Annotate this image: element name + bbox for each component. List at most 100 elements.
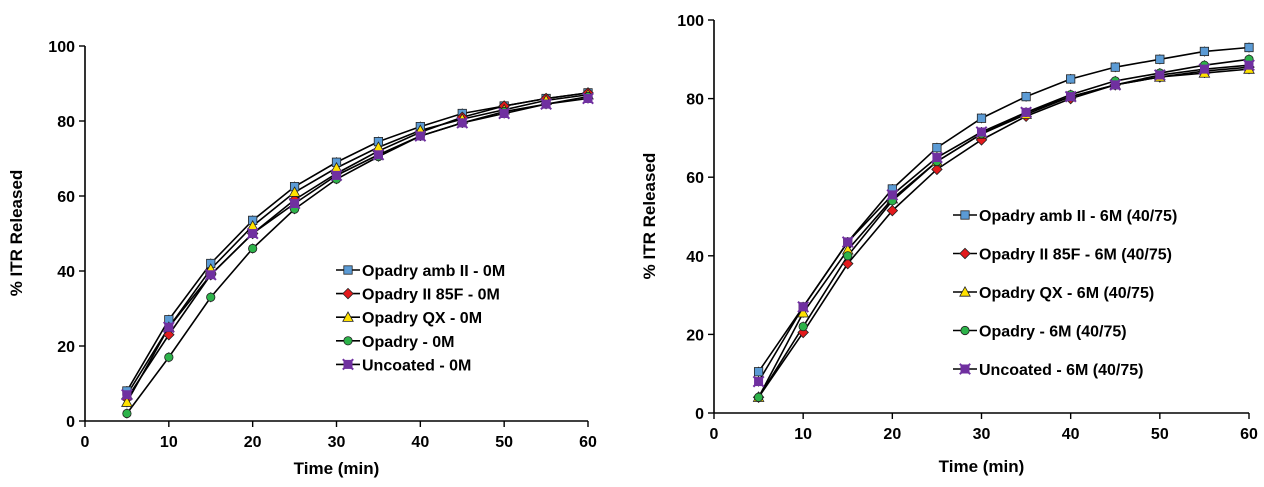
data-point — [206, 292, 216, 302]
legend-label: Uncoated - 0M — [362, 357, 471, 374]
data-point — [841, 236, 854, 248]
y-tick-label: 20 — [57, 339, 75, 356]
legend-item-5: Uncoated - 0M — [336, 357, 471, 374]
legend-marker — [959, 247, 971, 260]
data-point-x2 — [498, 107, 511, 120]
data-point-x2 — [1109, 78, 1122, 91]
series-markers-3 — [752, 63, 1255, 402]
series-markers-2 — [121, 87, 594, 405]
x-tick-label: 40 — [1062, 426, 1080, 443]
data-point — [1198, 63, 1211, 76]
data-point-x2 — [330, 169, 343, 182]
legend-item-1: Opadry amb II - 0M — [336, 263, 505, 280]
data-point-x2 — [372, 148, 385, 161]
data-point-x2 — [975, 126, 988, 138]
x-tick-label: 30 — [328, 434, 346, 451]
chart-panel-1: 0 20 40 60 80 100 0 10 20 30 40 50 60 Time (min) % ITR… — [7, 39, 597, 478]
series-markers-4 — [122, 92, 593, 419]
legend-label: Opadry amb II - 6M (40/75) — [979, 208, 1177, 225]
legend-item-5: Uncoated - 6M (40/75) — [953, 362, 1143, 379]
data-point — [121, 396, 133, 407]
x-tick-label: 0 — [710, 426, 719, 443]
legend: Opadry amb II - 6M (40/75) Opadry II 85F … — [953, 208, 1177, 379]
series-line-1 — [126, 92, 589, 392]
legend-label: Opadry QX - 6M (40/75) — [979, 285, 1154, 302]
x-tick-label: 10 — [160, 434, 178, 451]
data-point-x2 — [841, 236, 854, 248]
data-point — [975, 126, 988, 138]
series-line-3 — [757, 68, 1250, 398]
x-tick-label: 40 — [411, 434, 429, 451]
data-point-x2 — [752, 375, 765, 388]
data-point — [582, 92, 594, 105]
y-tick-label: 60 — [686, 170, 704, 187]
legend-marker — [960, 325, 970, 336]
legend-marker — [343, 336, 353, 346]
y-tick-label: 100 — [48, 39, 75, 56]
data-point — [1064, 90, 1077, 103]
data-point-x2 — [246, 227, 259, 240]
series-markers-1 — [122, 88, 593, 396]
legend-marker — [959, 363, 971, 375]
series-markers-5 — [121, 92, 594, 401]
data-point-x2 — [1064, 90, 1077, 103]
data-point — [976, 113, 987, 123]
data-point-x2 — [1153, 69, 1166, 81]
data-point — [841, 257, 854, 270]
data-point — [932, 143, 942, 153]
legend: Opadry amb II - 0M Opadry II 85F - 0M Opad… — [336, 263, 505, 374]
legend-item-3: Opadry QX - 6M (40/75) — [953, 285, 1154, 302]
data-point-x2 — [1198, 63, 1211, 76]
x-tick-label: 20 — [244, 434, 262, 451]
data-point-x2 — [121, 388, 133, 401]
data-point — [1244, 42, 1254, 53]
data-point — [248, 243, 258, 254]
data-point-x2 — [1243, 59, 1255, 72]
legend-marker — [343, 265, 353, 275]
legend-marker-x2 — [342, 358, 354, 371]
data-point — [1020, 106, 1032, 119]
data-point — [372, 148, 385, 161]
legend-marker — [959, 285, 971, 297]
y-tick-label: 40 — [57, 264, 75, 281]
x-tick-label: 50 — [1151, 426, 1169, 443]
data-point — [414, 130, 427, 142]
data-point-x2 — [931, 151, 943, 164]
legend-item-4: Opadry - 0M — [336, 334, 454, 351]
data-point — [753, 392, 764, 402]
series-line-5 — [757, 64, 1250, 382]
data-point — [843, 251, 853, 261]
data-point-x2 — [540, 98, 552, 111]
legend-item-1: Opadry amb II - 6M (40/75) — [953, 208, 1177, 225]
legend-label: Opadry QX - 0M — [362, 310, 482, 327]
data-point — [163, 328, 175, 341]
y-tick-label: 0 — [66, 414, 75, 431]
legend-item-4: Opadry - 6M (40/75) — [953, 324, 1127, 341]
data-point — [288, 186, 301, 197]
series-markers-2 — [752, 61, 1255, 404]
series-line-3 — [126, 93, 589, 403]
legend-marker — [342, 358, 354, 371]
x-tick-label: 20 — [883, 426, 901, 443]
data-point — [246, 227, 259, 240]
series-line-4 — [126, 95, 589, 414]
data-point — [1109, 78, 1122, 91]
data-point-x2 — [414, 130, 427, 142]
data-point — [540, 98, 552, 111]
y-tick-label: 80 — [686, 92, 704, 109]
data-point — [498, 107, 511, 120]
data-point — [1155, 54, 1165, 64]
series-line-2 — [126, 92, 589, 399]
series-markers-5 — [752, 59, 1255, 388]
x-tick-label: 60 — [579, 434, 597, 451]
data-point — [1153, 69, 1166, 81]
data-point — [797, 306, 810, 318]
data-point — [456, 116, 469, 129]
data-point — [752, 375, 765, 388]
legend-label: Opadry amb II - 0M — [362, 263, 505, 280]
data-point — [164, 352, 174, 362]
data-point — [330, 169, 343, 182]
data-point — [288, 197, 301, 210]
